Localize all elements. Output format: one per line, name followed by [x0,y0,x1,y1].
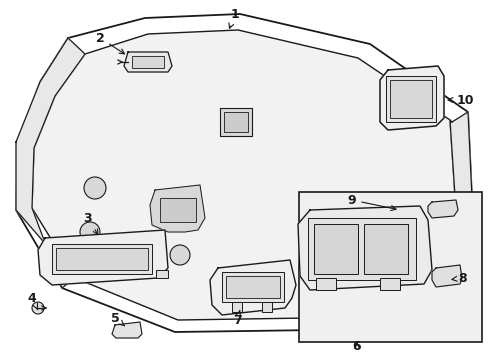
Polygon shape [32,30,454,320]
Polygon shape [16,38,85,288]
Polygon shape [297,206,431,290]
Bar [389,80,431,118]
Bar [56,248,148,270]
Bar [231,302,242,312]
Text: 8: 8 [451,271,467,284]
Polygon shape [379,66,443,130]
Circle shape [32,302,44,314]
Text: 9: 9 [347,194,395,211]
Bar [262,302,271,312]
Text: 4: 4 [27,292,38,310]
Bar [363,224,407,274]
Circle shape [84,177,106,199]
Circle shape [170,245,190,265]
Bar [160,198,196,222]
Polygon shape [150,185,204,232]
Polygon shape [307,112,471,330]
Text: 5: 5 [110,311,124,326]
Polygon shape [38,230,168,285]
Bar [132,56,163,68]
Polygon shape [124,52,172,72]
Bar [307,218,415,280]
Bar [224,112,247,132]
Polygon shape [16,14,471,332]
Bar [52,244,152,274]
Polygon shape [112,322,142,338]
Circle shape [80,222,100,242]
Bar [225,276,280,298]
Text: 1: 1 [228,8,239,28]
Polygon shape [427,200,457,218]
Text: 7: 7 [232,311,241,327]
Bar [313,224,357,274]
Polygon shape [431,265,461,287]
Text: 10: 10 [447,94,473,107]
Bar [222,272,284,302]
Text: 2: 2 [96,31,124,54]
Bar [220,108,251,136]
Bar [156,270,168,278]
Polygon shape [209,260,295,315]
Bar [298,192,481,342]
Bar [379,278,399,290]
Text: 6: 6 [352,341,361,354]
Bar [315,278,335,290]
Bar [385,76,435,122]
Text: 3: 3 [83,211,98,235]
